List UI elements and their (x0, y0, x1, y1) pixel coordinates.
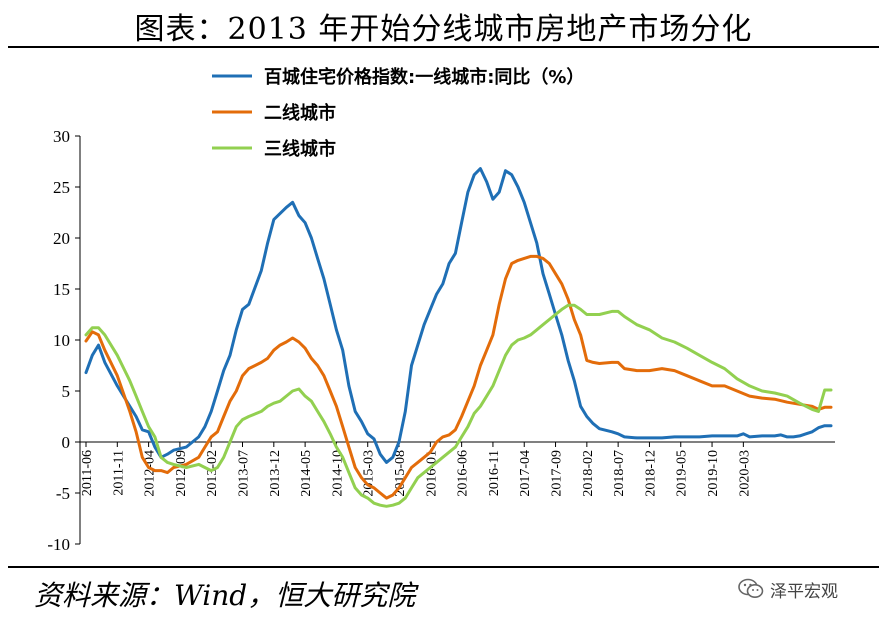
y-tick-label: 20 (53, 229, 70, 248)
legend-label-1: 百城住宅价格指数:一线城市:同比（%） (264, 66, 584, 88)
y-tick-label: -10 (47, 535, 70, 554)
y-tick-label: 5 (62, 382, 71, 401)
x-tick-label: 2012-04 (143, 450, 158, 497)
y-tick-label: 10 (53, 331, 70, 350)
x-tick-label: 2019-10 (706, 450, 721, 497)
legend-label-2: 二线城市 (264, 102, 336, 124)
x-tick-label: 2013-12 (268, 450, 283, 497)
series-line-1 (84, 167, 833, 464)
x-tick-label: 2019-05 (675, 450, 690, 497)
watermark: 泽平宏观 (738, 574, 838, 604)
x-tick-label: 2016-06 (456, 450, 471, 497)
x-tick-label: 2013-07 (237, 450, 252, 497)
page-title: 图表：2013 年开始分线城市房地产市场分化 (134, 12, 753, 47)
y-tick-label: 0 (62, 433, 71, 452)
source-note: 资料来源：Wind，恒大研究院 (34, 579, 416, 612)
x-tick-label: 2011-11 (111, 450, 126, 496)
line-chart: -10 -5 0 5 10 15 20 25 30 2011-06 2011-11 2012-04 20… (47, 66, 835, 554)
x-tick-label: 2015-03 (362, 450, 377, 497)
x-tick-label: 2014-05 (299, 450, 314, 497)
x-tick-label: 2017-09 (550, 450, 565, 497)
y-tick-label: 25 (53, 178, 70, 197)
x-tick-label: 2013-02 (205, 450, 220, 497)
y-tick-label: 30 (53, 127, 70, 146)
y-tick-label: 15 (53, 280, 70, 299)
x-tick-label: 2012-09 (174, 450, 189, 497)
x-tick-label: 2018-12 (643, 450, 658, 497)
x-tick-label: 2017-04 (518, 450, 533, 497)
x-tick-label: 2018-07 (612, 450, 627, 497)
x-tick-label: 2016-11 (487, 450, 502, 496)
x-tick-label: 2014-10 (330, 450, 345, 497)
x-tick-label: 2020-03 (737, 450, 752, 497)
series-line-2 (84, 254, 833, 500)
x-tick-label: 2018-02 (581, 450, 596, 497)
source-rule (8, 566, 879, 568)
x-tick-label: 2011-06 (80, 450, 95, 496)
title-rule (8, 46, 879, 48)
legend-label-3: 三线城市 (264, 138, 336, 160)
y-tick-label: -5 (56, 484, 70, 503)
series-line-3 (84, 303, 833, 508)
watermark-text: 泽平宏观 (770, 581, 838, 602)
wechat-icon (738, 578, 764, 598)
x-tick-label: 2015-08 (393, 450, 408, 497)
